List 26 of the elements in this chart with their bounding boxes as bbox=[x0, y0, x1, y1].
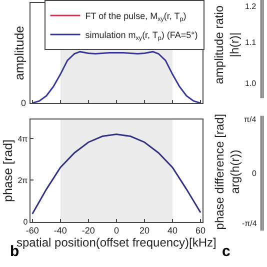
x-tick-label: 40 bbox=[168, 226, 178, 236]
text: 1.0 bbox=[245, 79, 257, 88]
text: amplitude ratio |h(r)| bbox=[212, 5, 242, 84]
legend-label: simulation m$_{xy}$(r, T$_{p}$) (FA=5°) bbox=[85, 30, 198, 42]
text: π/4 bbox=[244, 115, 257, 124]
y-axis-title: amplitude bbox=[12, 26, 26, 80]
y-tick-label: 0 bbox=[23, 218, 28, 227]
text: -π/4 bbox=[242, 219, 258, 228]
x-tick-label: -20 bbox=[82, 226, 95, 236]
y-tick-label: 4π bbox=[18, 134, 28, 144]
line-series bbox=[32, 134, 202, 215]
text: 1.2 bbox=[245, 2, 257, 11]
text: c bbox=[222, 243, 230, 260]
text: 1.1 bbox=[245, 38, 257, 47]
x-tick-label: 20 bbox=[139, 226, 150, 236]
x-tick-label: -60 bbox=[26, 226, 39, 236]
text: 0 bbox=[252, 169, 257, 178]
text: phase difference [rad] arg(h(r)) bbox=[212, 114, 242, 230]
x-tick-label: 0 bbox=[114, 226, 119, 236]
x-tick-label: 60 bbox=[196, 226, 206, 236]
y-axis-title: phase [rad] bbox=[0, 139, 15, 202]
x-tick-label: -40 bbox=[54, 226, 67, 236]
text: b bbox=[10, 243, 20, 260]
x-axis-title: spatial position(offset frequency)[kHz] bbox=[16, 236, 216, 250]
legend-label: FT of the pulse, M$_{xy}$(r, T$_{p}$) bbox=[85, 11, 186, 23]
y-tick-label: 2π bbox=[18, 176, 28, 185]
